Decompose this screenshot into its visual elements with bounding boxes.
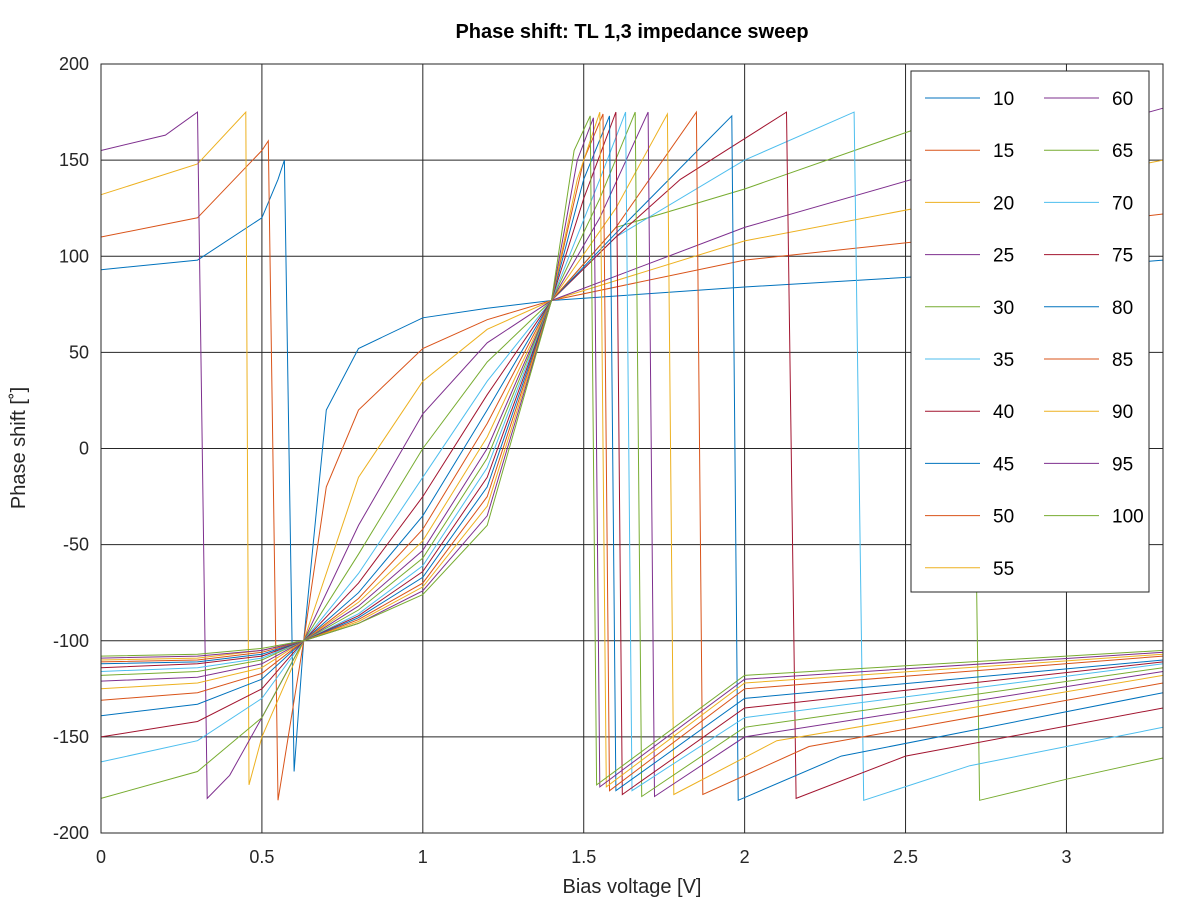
legend: 10 15 20 25 30 35 40 45 50 55 60 65 70 75 80 85 90 95 100 xyxy=(910,70,1150,593)
series-line-65 xyxy=(100,111,1164,798)
legend-label-35: 35 xyxy=(993,350,1014,371)
series-line-40 xyxy=(100,111,1164,800)
series-line-20 xyxy=(100,110,1164,786)
legend-box xyxy=(910,70,1150,593)
legend-label-15: 15 xyxy=(993,141,1014,162)
y-tick-label: 0 xyxy=(79,439,89,459)
legend-label-85: 85 xyxy=(1112,350,1133,371)
legend-label-95: 95 xyxy=(1112,454,1133,475)
legend-label-75: 75 xyxy=(1112,246,1133,267)
y-tick-label: 200 xyxy=(59,54,89,74)
legend-label-80: 80 xyxy=(1112,298,1133,319)
x-tick-label: 0 xyxy=(96,847,106,867)
series-line-55 xyxy=(100,112,1164,796)
legend-label-45: 45 xyxy=(993,454,1014,475)
series-line-10 xyxy=(100,159,1164,772)
series-line-95 xyxy=(100,117,1164,788)
legend-label-100: 100 xyxy=(1112,507,1144,528)
series-line-60 xyxy=(100,111,1164,798)
legend-label-65: 65 xyxy=(1112,141,1133,162)
x-tick-label: 1 xyxy=(418,847,428,867)
series-line-15 xyxy=(100,139,1164,801)
legend-label-40: 40 xyxy=(993,402,1014,423)
legend-label-55: 55 xyxy=(993,559,1014,580)
y-tick-label: -100 xyxy=(53,631,89,651)
legend-label-90: 90 xyxy=(1112,402,1133,423)
x-tick-label: 2.5 xyxy=(893,847,918,867)
series-line-50 xyxy=(100,110,1164,796)
legend-label-60: 60 xyxy=(1112,89,1133,110)
series-line-70 xyxy=(100,111,1164,792)
series-line-80 xyxy=(100,115,1164,792)
legend-label-70: 70 xyxy=(1112,193,1133,214)
series-line-30 xyxy=(100,109,1164,801)
plot-frame xyxy=(100,63,1164,834)
x-axis-label: Bias voltage [V] xyxy=(563,876,702,898)
x-ticks: 0 0.5 1 1.5 2 2.5 3 xyxy=(96,847,1071,867)
series-line-75 xyxy=(100,111,1164,796)
legend-label-10: 10 xyxy=(993,89,1014,110)
legend-label-20: 20 xyxy=(993,193,1014,214)
x-tick-label: 2 xyxy=(740,847,750,867)
plot-lines xyxy=(100,107,1164,802)
y-tick-label: -200 xyxy=(53,823,89,843)
series-line-35 xyxy=(100,111,1164,801)
legend-label-30: 30 xyxy=(993,298,1014,319)
y-tick-label: 150 xyxy=(59,150,89,170)
y-axis-label: Phase shift [˚] xyxy=(8,387,30,509)
legend-label-50: 50 xyxy=(993,507,1014,528)
y-tick-label: 100 xyxy=(59,246,89,266)
y-ticks: -200 -150 -100 -50 0 50 100 150 200 xyxy=(53,54,89,843)
y-tick-label: 50 xyxy=(69,342,89,362)
series-line-100 xyxy=(100,115,1164,786)
x-tick-label: 1.5 xyxy=(571,847,596,867)
series-line-25 xyxy=(100,107,1164,800)
chart-title: Phase shift: TL 1,3 impedance sweep xyxy=(455,21,808,43)
legend-label-25: 25 xyxy=(993,246,1014,267)
x-tick-label: 0.5 xyxy=(249,847,274,867)
y-tick-label: -150 xyxy=(53,727,89,747)
x-tick-label: 3 xyxy=(1061,847,1071,867)
y-tick-label: -50 xyxy=(63,535,89,555)
series-line-45 xyxy=(100,114,1164,802)
series-line-85 xyxy=(100,113,1164,792)
